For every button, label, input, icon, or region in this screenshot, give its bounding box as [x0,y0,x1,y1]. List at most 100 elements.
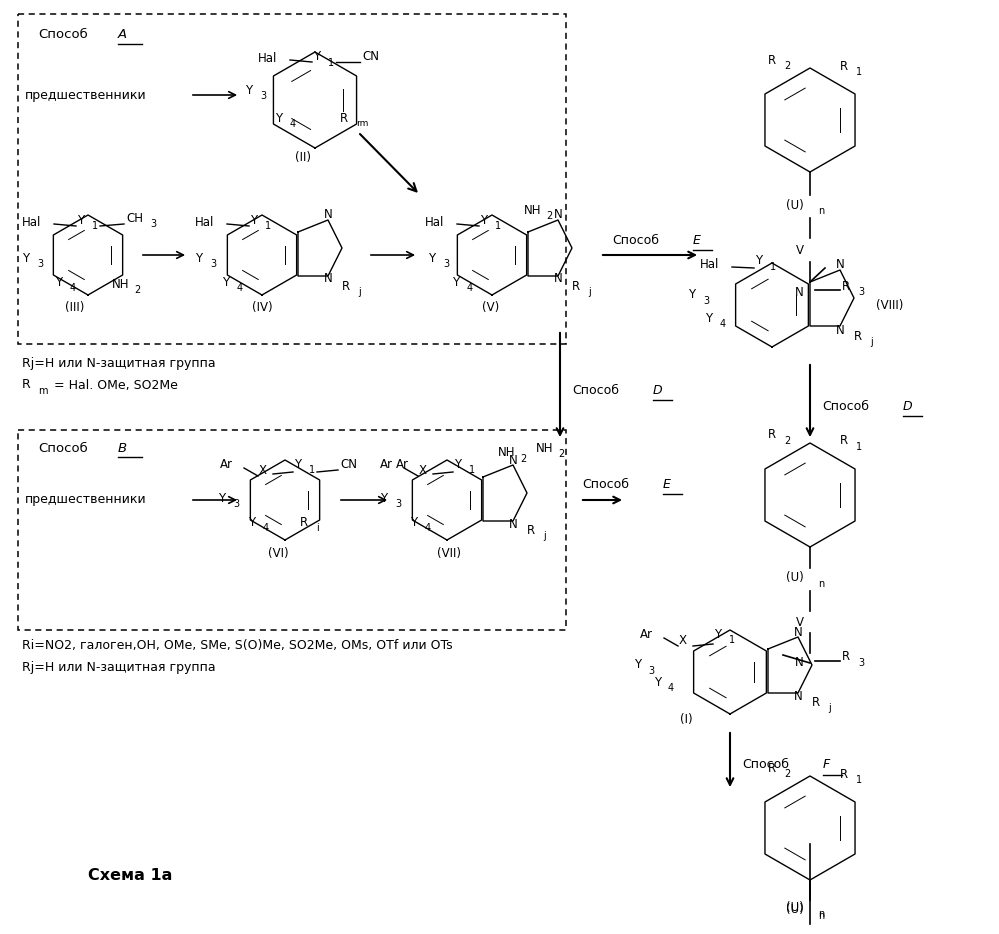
Text: Способ: Способ [582,477,629,490]
Text: 4: 4 [237,283,243,293]
Text: V: V [796,616,804,629]
Text: (U): (U) [786,199,804,211]
Text: 3: 3 [395,499,402,509]
Text: Ar: Ar [640,628,653,641]
Text: Способ: Способ [572,384,619,397]
Text: R: R [572,279,580,292]
Text: (VII): (VII) [437,547,461,560]
Text: Y: Y [410,516,418,529]
Text: Ar: Ar [396,458,409,471]
Text: N: N [835,259,844,272]
Text: 1: 1 [265,221,271,231]
Text: V: V [796,244,804,257]
Text: (III): (III) [65,302,84,315]
Text: R: R [840,60,848,73]
Text: 2: 2 [784,61,790,71]
Bar [18,430,566,630]
Text: D: D [653,384,662,397]
Text: Ri=NO2, галоген,OH, OMe, SMe, S(O)Me, SO2Me, OMs, OTf или OTs: Ri=NO2, галоген,OH, OMe, SMe, S(O)Me, SO… [22,639,453,652]
Text: NH: NH [536,442,553,455]
Text: A: A [118,29,127,41]
Text: m: m [38,386,48,396]
Text: n: n [818,911,824,921]
Text: R: R [842,279,850,292]
Text: Hal: Hal [258,51,278,64]
Text: Y: Y [313,50,320,64]
Text: 3: 3 [260,91,266,101]
Text: Y: Y [714,628,721,641]
Text: Hal: Hal [22,216,41,229]
Text: R: R [300,516,308,529]
Text: Y: Y [705,312,712,324]
Text: R: R [854,330,862,343]
Text: 2: 2 [784,436,790,446]
Text: Y: Y [380,491,388,504]
Text: Y: Y [654,675,661,688]
Text: R: R [768,761,776,774]
Bar [18,14,566,344]
Text: Y: Y [480,214,488,227]
Text: rm: rm [356,120,369,129]
Text: Способ: Способ [38,442,88,455]
Text: R: R [840,768,848,781]
Text: Y: Y [222,276,229,289]
Text: Способ: Способ [38,29,88,41]
Text: Rj=H или N-защитная группа: Rj=H или N-защитная группа [22,357,216,370]
Text: B: B [118,442,127,455]
Text: Y: Y [755,254,762,267]
Text: Y: Y [428,251,436,264]
Text: Y: Y [218,491,225,504]
Text: Y: Y [275,111,282,124]
Text: 4: 4 [290,119,296,129]
Text: (VI): (VI) [268,547,289,560]
Text: Y: Y [22,251,29,264]
Text: Y: Y [634,658,641,672]
Text: X: X [259,463,267,476]
Text: 3: 3 [858,658,864,668]
Text: 2: 2 [520,454,526,464]
Text: Схема 1а: Схема 1а [88,869,173,884]
Text: (U): (U) [786,903,804,916]
Text: Y: Y [245,83,252,96]
Text: предшественники: предшественники [25,89,147,102]
Text: (I): (I) [680,714,692,727]
Text: E: E [693,234,701,247]
Text: n: n [818,909,824,919]
Text: N: N [795,286,804,299]
Text: j: j [358,287,361,297]
Text: Y: Y [688,289,695,302]
Text: j: j [828,703,831,713]
Text: Способ: Способ [612,234,659,247]
Text: Способ: Способ [742,758,789,771]
Text: Y: Y [248,516,255,529]
Text: (V): (V) [482,302,500,315]
Text: 1: 1 [729,635,735,645]
Text: Y: Y [294,458,301,471]
Text: 4: 4 [263,523,269,533]
Text: CN: CN [340,458,357,471]
Text: 4: 4 [70,283,76,293]
Text: 4: 4 [425,523,432,533]
Text: R: R [342,279,350,292]
Text: 1: 1 [469,465,476,475]
Text: Ar: Ar [380,458,393,471]
Text: (U): (U) [786,572,804,585]
Text: 1: 1 [495,221,501,231]
Text: 3: 3 [150,219,156,229]
Text: R: R [768,53,776,66]
Text: N: N [795,657,804,670]
Text: 1: 1 [856,775,862,785]
Text: N: N [835,323,844,336]
Text: Hal: Hal [195,216,215,229]
Text: i: i [316,523,319,533]
Text: j: j [543,531,545,541]
Text: 3: 3 [210,259,216,269]
Text: предшественники: предшественники [25,493,147,506]
Text: NH: NH [524,204,541,217]
Text: X: X [419,463,427,476]
Text: Ar: Ar [220,458,233,471]
Text: N: N [793,689,802,702]
Text: R: R [812,696,820,709]
Text: N: N [324,272,333,285]
Text: Rj=H или N-защитная группа: Rj=H или N-защитная группа [22,661,216,674]
